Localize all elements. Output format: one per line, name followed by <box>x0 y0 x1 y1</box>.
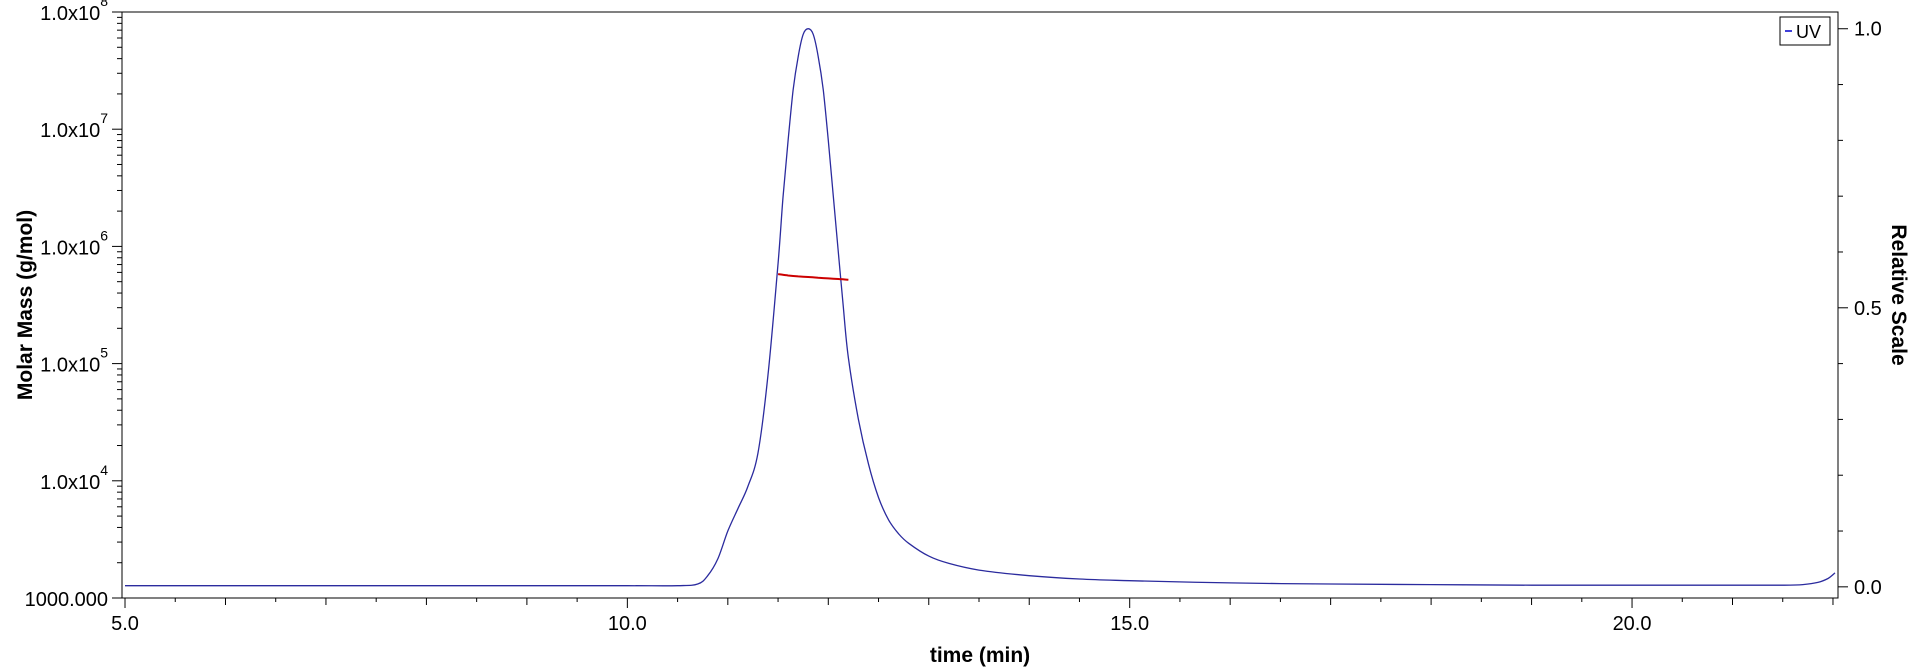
plot-frame <box>121 11 1839 599</box>
left-tick-label: 1.0x108 <box>40 0 108 25</box>
right-tick-label: 1.0 <box>1854 19 1882 41</box>
x-tick-label: 15.0 <box>1110 613 1149 635</box>
legend-label-uv: UV <box>1796 22 1821 42</box>
right-axis-title: Relative Scale <box>1887 224 1910 365</box>
x-axis-title: time (min) <box>930 644 1030 667</box>
x-axis-ticks: 5.0 10.0 15.0 20.0 <box>111 598 1834 635</box>
left-axis-ticks: 1000.000 1.0x104 1.0x105 1.0x106 1.0x107 1.0x… <box>25 0 122 611</box>
right-tick-label: 0.0 <box>1854 577 1882 599</box>
left-tick-label: 1.0x106 <box>40 227 108 259</box>
left-tick-label: 1.0x104 <box>40 462 108 494</box>
left-axis-title: Molar Mass (g/mol) <box>14 210 37 400</box>
right-axis-ticks: 0.0 0.5 1.0 <box>1838 19 1882 599</box>
series-layer <box>125 28 1836 587</box>
x-tick-label: 20.0 <box>1613 613 1652 635</box>
series-line-uv <box>125 28 1836 587</box>
x-tick-label: 5.0 <box>111 613 139 635</box>
left-tick-label: 1.0x105 <box>40 345 108 377</box>
right-tick-label: 0.5 <box>1854 298 1882 320</box>
legend: UV <box>1779 16 1831 46</box>
left-tick-label: 1000.000 <box>25 589 108 611</box>
series-line-molar-mass <box>777 273 849 281</box>
left-tick-label: 1.0x107 <box>40 110 108 142</box>
x-tick-label: 10.0 <box>608 613 647 635</box>
legend-box <box>1779 16 1831 46</box>
